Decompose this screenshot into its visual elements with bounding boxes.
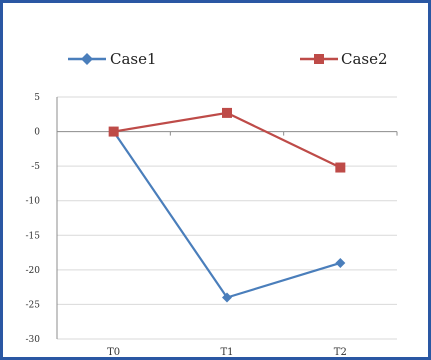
legend-marker-case2 xyxy=(314,54,324,64)
x-tick-label: T2 xyxy=(334,347,347,358)
y-tick-label: -10 xyxy=(26,197,41,207)
series xyxy=(108,107,346,303)
data-point-case2 xyxy=(108,126,119,137)
series-line-case2 xyxy=(113,111,341,169)
y-tick-label: 5 xyxy=(34,93,40,103)
legend-label-case2: Case2 xyxy=(341,50,388,68)
y-tick-label: -30 xyxy=(26,335,41,345)
grid xyxy=(57,96,397,340)
tick-labels: 5 0 -5 -10 -15 -20 -25 -30 T0 T1 T2 xyxy=(26,93,347,358)
y-tick-label: -25 xyxy=(26,300,41,310)
axes xyxy=(56,97,398,339)
legend-marker-case1 xyxy=(81,53,93,65)
y-tick-label: -15 xyxy=(26,231,41,241)
y-tick-label: -20 xyxy=(26,266,41,276)
legend-label-case1: Case1 xyxy=(110,50,157,68)
legend: Case1 Case2 xyxy=(68,50,388,68)
legend-item-case2: Case2 xyxy=(300,50,388,68)
data-point-case1 xyxy=(335,257,346,268)
data-point-case2 xyxy=(222,107,232,118)
data-point-case2 xyxy=(335,162,346,173)
x-tick-label: T1 xyxy=(220,347,233,358)
data-point-case1 xyxy=(222,292,232,303)
series-line-case1 xyxy=(112,130,341,299)
y-tick-label: 0 xyxy=(34,128,40,138)
x-tick-label: T0 xyxy=(107,347,120,358)
y-tick-label: -5 xyxy=(31,162,40,172)
legend-item-case1: Case1 xyxy=(68,50,157,68)
